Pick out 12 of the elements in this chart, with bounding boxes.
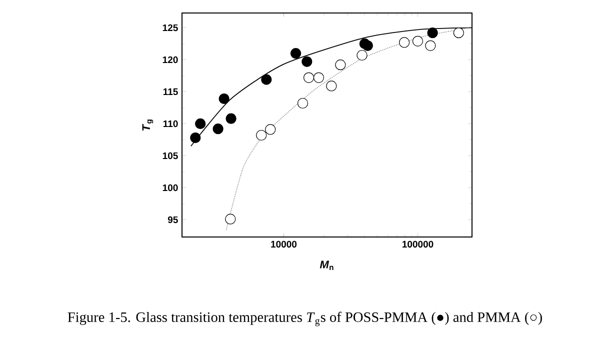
y-tick-label: 105 [162,152,178,160]
y-tick-label: 100 [162,184,178,192]
y-tick-label: 120 [162,56,178,64]
y-tick-label: 125 [162,24,178,32]
y-tick-label: 110 [163,120,178,128]
y-tick-label: 95 [168,216,178,224]
x-tick-label: 10000 [271,240,297,248]
caption: Figure 1-5. Glass transition temperatures T$_{g}$s of POSS-PMMA (●) and PMMA (○) [68,312,542,326]
y-axis-title: T$_{g}$ [142,120,154,131]
x-axis-title: M$_{n}$ [320,260,334,270]
x-tick-label: 100000 [402,240,434,248]
y-tick-label: 115 [163,88,178,96]
